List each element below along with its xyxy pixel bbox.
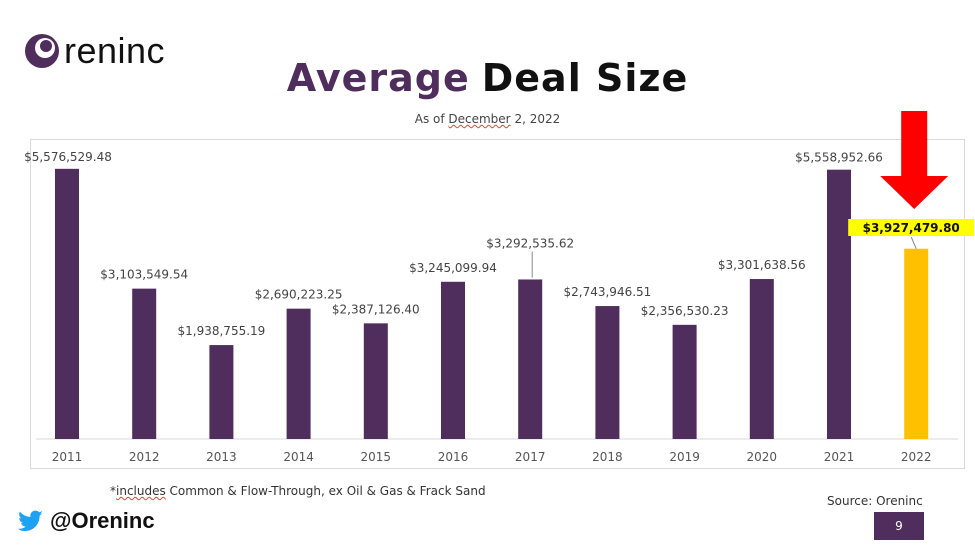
- subtitle-prefix: As of: [414, 112, 449, 126]
- red-down-arrow-icon: [880, 111, 949, 209]
- x-tick-label-2020: 2020: [747, 450, 778, 464]
- footnote: *includes Common & Flow-Through, ex Oil …: [110, 484, 486, 498]
- data-label-2019: $2,356,530.23: [641, 304, 729, 318]
- bar-2020: [749, 279, 774, 439]
- footnote-underlined: includes: [116, 484, 166, 498]
- data-label-2020: $3,301,638.56: [718, 258, 806, 272]
- data-label-highlight-bg: [848, 219, 975, 236]
- data-label-2013: $1,938,755.19: [178, 324, 266, 338]
- twitter-handle-text: @Oreninc: [50, 508, 155, 533]
- data-label-leader: [910, 236, 917, 249]
- bar-2021: [827, 169, 851, 439]
- page-title: Average Deal Size: [0, 56, 975, 100]
- page-number-badge: 9: [874, 512, 924, 540]
- data-label-2021: $5,558,952.66: [795, 151, 883, 165]
- bar-2022: [904, 248, 929, 439]
- bar-2019: [672, 324, 697, 439]
- data-label-2017: $3,292,535.62: [486, 236, 574, 250]
- title-part2: Deal Size: [481, 56, 689, 100]
- bar-2016: [441, 281, 465, 439]
- twitter-bird-icon: [18, 510, 43, 531]
- bar-2013: [209, 345, 234, 439]
- bar-2018: [595, 306, 620, 439]
- bar-2011: [55, 168, 79, 439]
- x-tick-label-2014: 2014: [283, 450, 314, 464]
- x-tick-label-2021: 2021: [824, 450, 855, 464]
- bar-2017: [518, 279, 543, 439]
- x-tick-label-2015: 2015: [361, 450, 392, 464]
- bar-2012: [132, 288, 157, 439]
- data-label-2012: $3,103,549.54: [100, 268, 188, 282]
- footnote-prefix: *: [110, 484, 116, 498]
- data-label-2022: $3,927,479.80: [863, 221, 960, 235]
- x-tick-label-2018: 2018: [592, 450, 623, 464]
- data-label-2014: $2,690,223.25: [255, 288, 343, 302]
- page-subtitle: As of December 2, 2022: [0, 112, 975, 126]
- subtitle-date: December: [448, 112, 511, 126]
- x-tick-label-2013: 2013: [206, 450, 237, 464]
- x-tick-label-2017: 2017: [515, 450, 546, 464]
- subtitle-suffix: 2, 2022: [510, 112, 561, 126]
- x-tick-label-2016: 2016: [438, 450, 469, 464]
- x-tick-label-2012: 2012: [129, 450, 160, 464]
- data-label-2015: $2,387,126.40: [332, 302, 420, 316]
- source-note: Source: Oreninc: [827, 494, 923, 508]
- data-label-highlight-2022: $3,927,479.80: [848, 219, 975, 249]
- oreninc-logo: reninc: [22, 30, 165, 72]
- title-part1: Average: [286, 56, 470, 100]
- logo-text: reninc: [64, 30, 166, 71]
- bar-2014: [286, 308, 311, 439]
- x-tick-label-2019: 2019: [669, 450, 700, 464]
- bar-2015: [363, 323, 388, 439]
- footnote-rest: Common & Flow-Through, ex Oil & Gas & Fr…: [165, 484, 486, 498]
- x-tick-label-2022: 2022: [901, 450, 932, 464]
- data-label-2018: $2,743,946.51: [564, 285, 652, 299]
- data-label-2016: $3,245,099.94: [409, 261, 497, 275]
- twitter-handle-block: @Oreninc: [18, 508, 155, 534]
- page-number: 9: [895, 519, 903, 533]
- chart-frame: [30, 139, 965, 469]
- x-tick-label-2011: 2011: [52, 450, 83, 464]
- oreninc-o-icon: [25, 34, 59, 68]
- data-label-2011: $5,576,529.48: [24, 150, 112, 164]
